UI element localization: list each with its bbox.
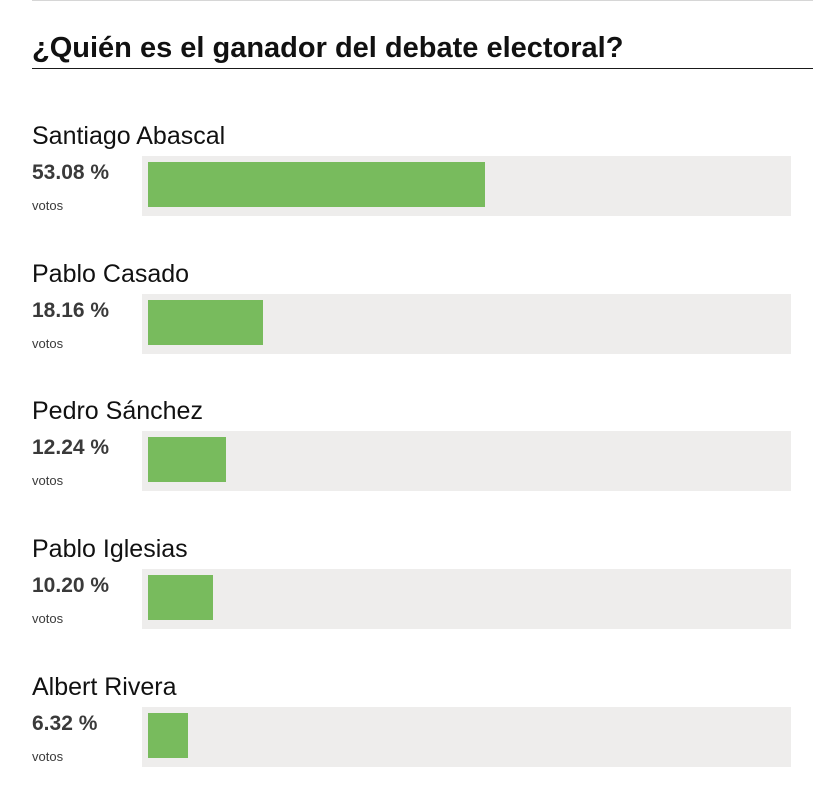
option-unit-label: votos (32, 473, 64, 488)
option-unit-label: votos (32, 749, 64, 764)
option-unit-label: votos (32, 336, 64, 351)
option-unit-label: votos (32, 198, 64, 213)
option-bar-fill (148, 575, 213, 620)
option-bar-track (142, 569, 791, 629)
option-bar-track (142, 294, 791, 354)
option-percentage: 10.20 % (32, 574, 110, 597)
option-percentage: 6.32 % (32, 712, 98, 735)
option-bar-fill (148, 437, 226, 482)
poll-option-albert-rivera: Albert Rivera 6.32 % votos (0, 672, 813, 790)
poll-option-pedro-sanchez: Pedro Sánchez 12.24 % votos (0, 396, 813, 514)
option-bar-track (142, 707, 791, 767)
option-unit-label: votos (32, 611, 64, 626)
option-name: Pedro Sánchez (32, 397, 203, 425)
top-divider (32, 0, 813, 1)
option-name: Pablo Iglesias (32, 535, 188, 563)
poll-option-pablo-iglesias: Pablo Iglesias 10.20 % votos (0, 534, 813, 652)
option-bar-fill (148, 713, 188, 758)
option-percentage: 18.16 % (32, 299, 110, 322)
poll-option-santiago-abascal: Santiago Abascal 53.08 % votos (0, 121, 813, 239)
option-percentage: 53.08 % (32, 161, 110, 184)
option-name: Albert Rivera (32, 673, 177, 701)
poll-option-pablo-casado: Pablo Casado 18.16 % votos (0, 259, 813, 377)
option-name: Pablo Casado (32, 260, 190, 288)
option-bar-track (142, 156, 791, 216)
option-name: Santiago Abascal (32, 122, 226, 150)
option-bar-fill (148, 300, 263, 345)
option-percentage: 12.24 % (32, 436, 110, 459)
title-divider (32, 68, 813, 69)
option-bar-track (142, 431, 791, 491)
poll-title: ¿Quién es el ganador del debate electora… (32, 32, 624, 64)
option-bar-fill (148, 162, 485, 207)
